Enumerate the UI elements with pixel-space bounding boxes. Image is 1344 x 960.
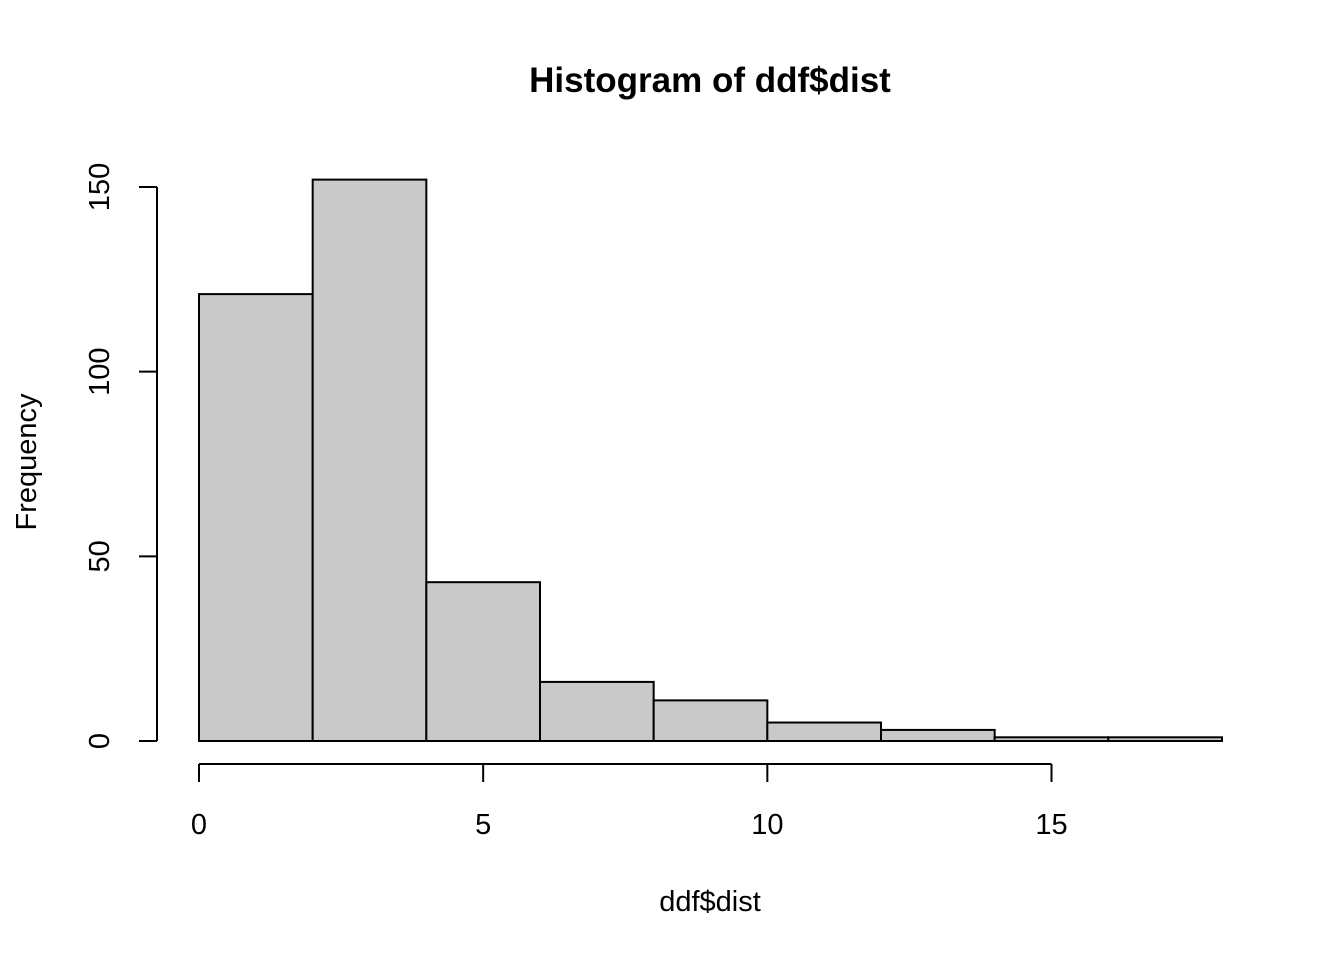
y-axis: 0 50 100 150 bbox=[84, 163, 158, 749]
y-tick-label: 100 bbox=[84, 347, 116, 395]
histogram-bar bbox=[539, 680, 655, 743]
histogram-bar bbox=[993, 736, 1110, 742]
y-tick-label: 150 bbox=[84, 163, 116, 211]
histogram-bar bbox=[1107, 736, 1224, 742]
histogram-bar bbox=[425, 581, 542, 742]
x-axis-label: ddf$dist bbox=[659, 886, 761, 918]
y-tick-label: 50 bbox=[84, 540, 116, 572]
histogram-bar bbox=[652, 699, 769, 743]
histogram-bar bbox=[198, 293, 314, 742]
y-axis-label: Frequency bbox=[11, 393, 43, 531]
bars-group bbox=[198, 178, 1224, 743]
y-tick-label: 0 bbox=[84, 733, 116, 749]
x-tick-label: 0 bbox=[191, 809, 207, 841]
chart-title: Histogram of ddf$dist bbox=[529, 61, 891, 100]
histogram-bar bbox=[311, 178, 428, 742]
x-tick-label: 15 bbox=[1035, 809, 1067, 841]
histogram-bar bbox=[766, 721, 882, 742]
histogram-bar bbox=[880, 728, 996, 742]
x-tick-label: 5 bbox=[475, 809, 491, 841]
x-tick-label: 10 bbox=[751, 809, 783, 841]
x-axis: 0 5 10 15 bbox=[191, 763, 1068, 841]
